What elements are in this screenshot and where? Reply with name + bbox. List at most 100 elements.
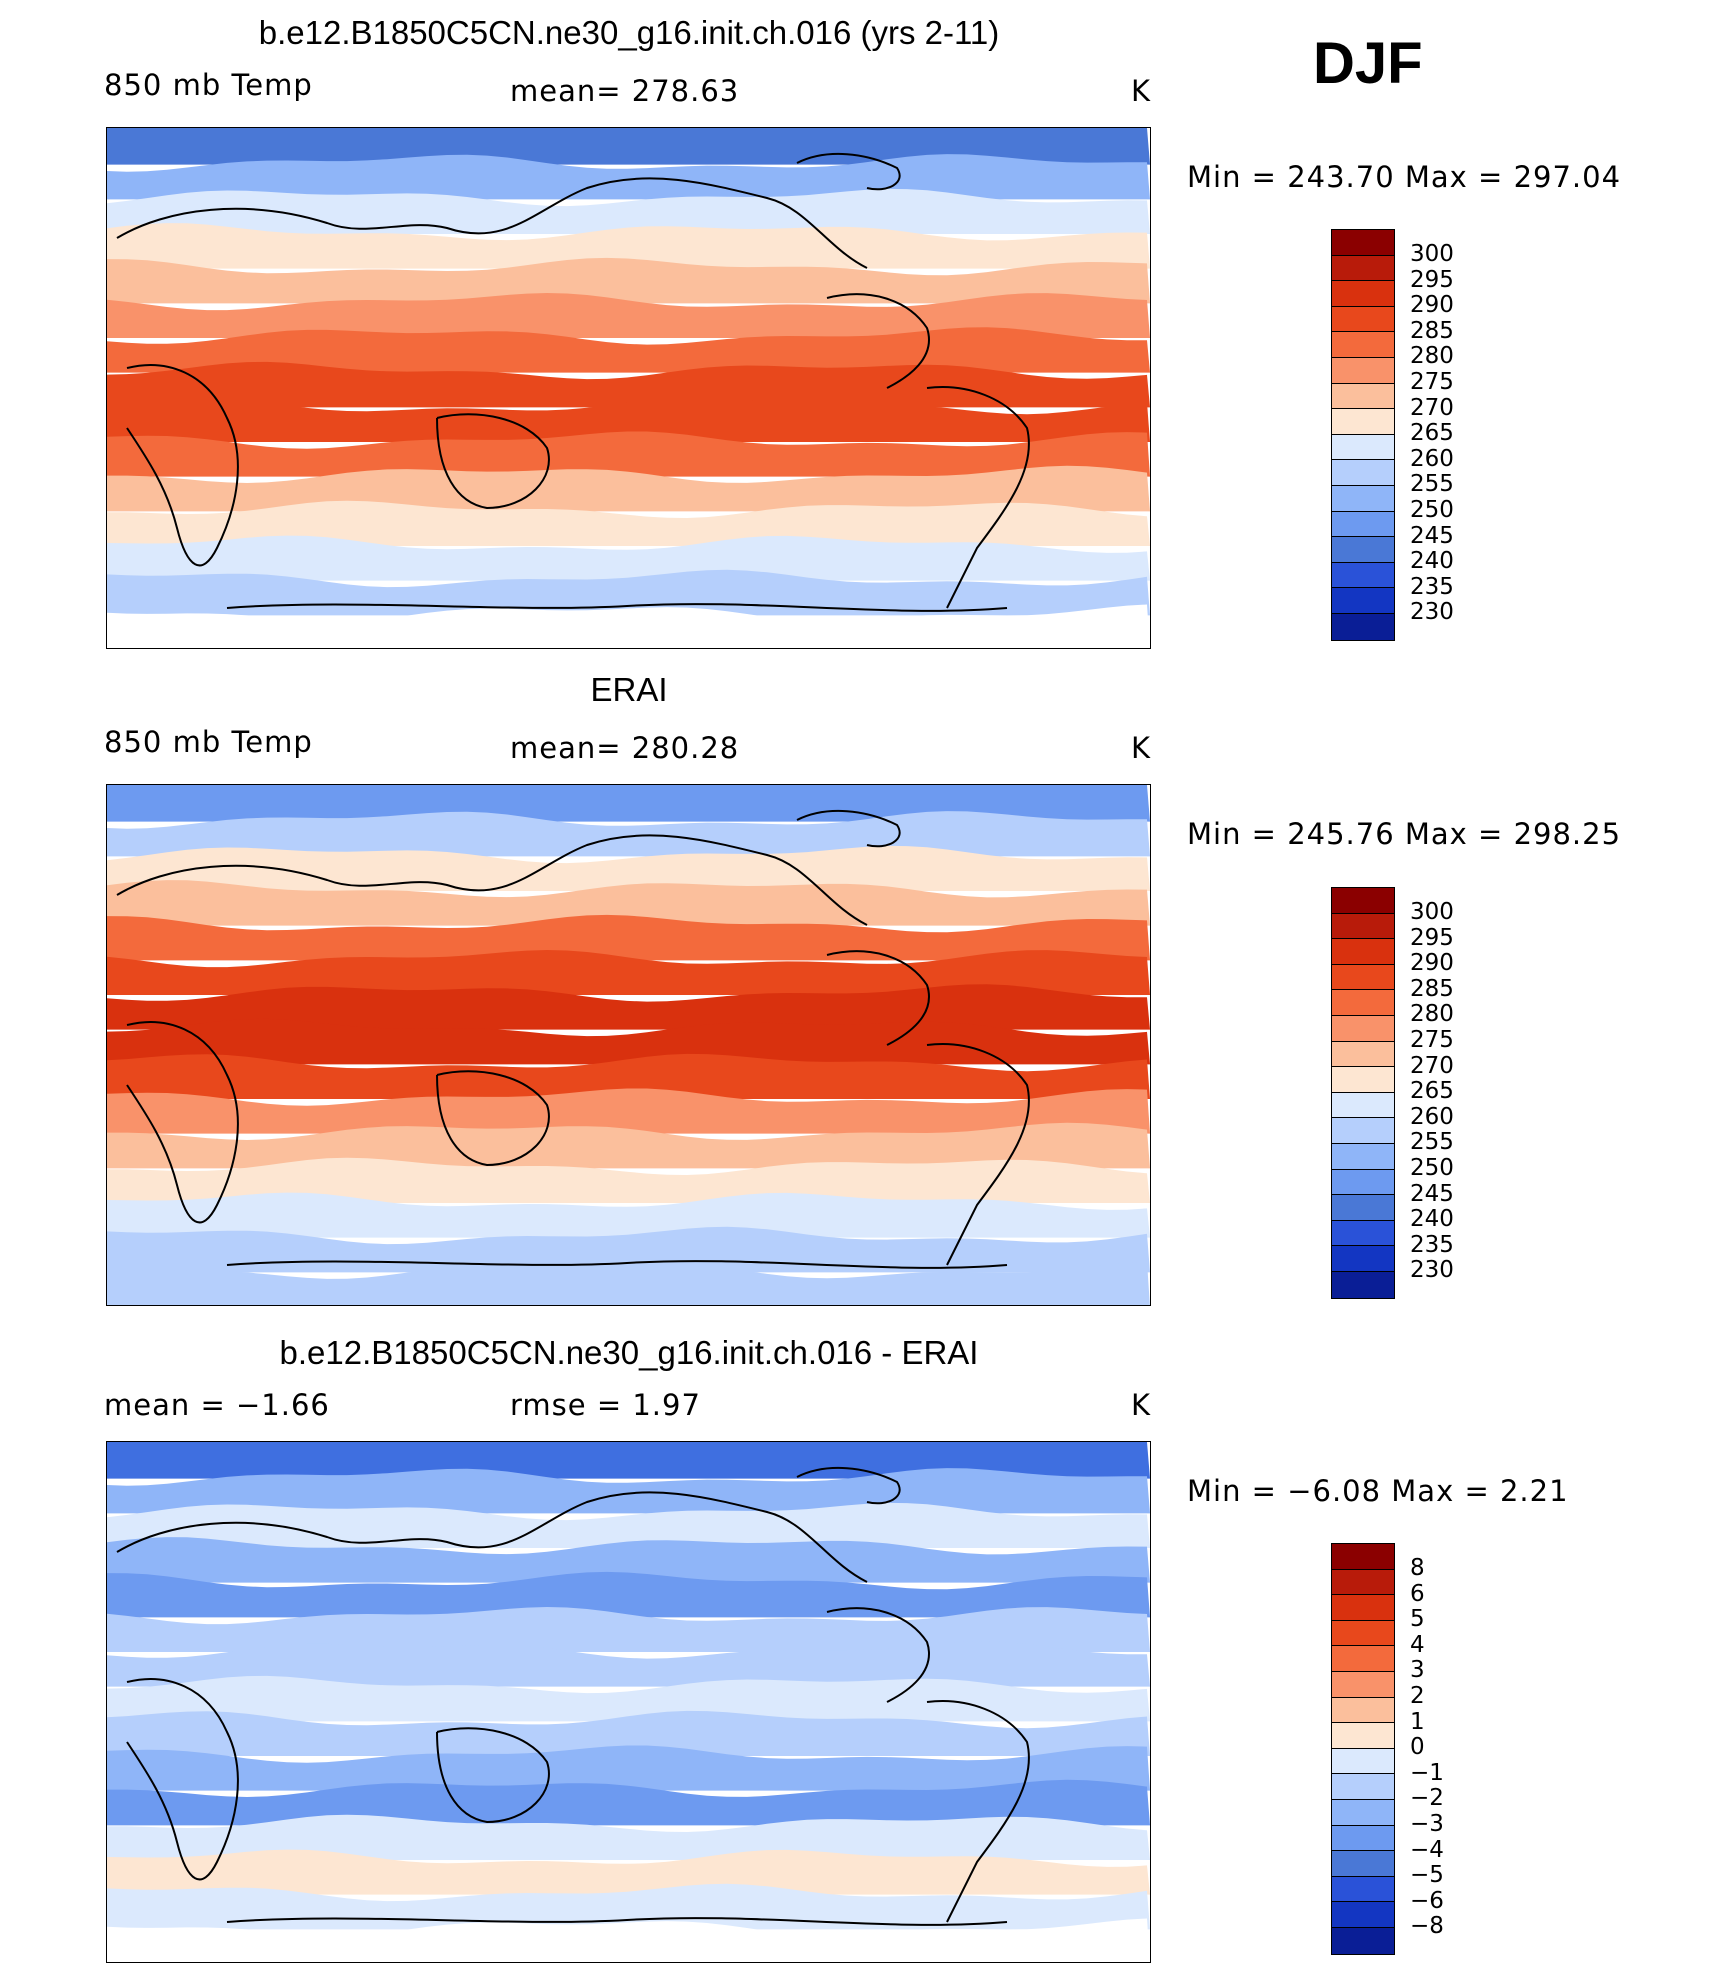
colorbar-swatch bbox=[1332, 939, 1394, 965]
coastline bbox=[826, 293, 930, 389]
contour-band bbox=[107, 361, 1150, 408]
colorbar-tick-label: −6 bbox=[1410, 1887, 1444, 1914]
coastline bbox=[796, 1467, 901, 1505]
colorbar-tick-label: −4 bbox=[1410, 1836, 1444, 1863]
contour-band bbox=[107, 1442, 1150, 1479]
colorbar-swatch bbox=[1332, 964, 1394, 991]
colorbar-tick-label: 285 bbox=[1410, 317, 1454, 344]
colorbar-tick-label: 8 bbox=[1410, 1555, 1425, 1581]
colorbar-swatch bbox=[1332, 1825, 1394, 1852]
colorbar-swatch bbox=[1332, 990, 1394, 1016]
coastline bbox=[226, 1917, 1008, 1926]
colorbar-tick-label: −2 bbox=[1410, 1785, 1444, 1812]
colorbar-swatch bbox=[1332, 255, 1394, 282]
coastline bbox=[436, 1727, 550, 1824]
colorbar-swatch bbox=[1332, 1195, 1394, 1221]
colorbar-swatch bbox=[1332, 1799, 1394, 1826]
colorbar-tick-label: 255 bbox=[1410, 471, 1454, 498]
colorbar-swatch bbox=[1332, 1544, 1394, 1570]
colorbar-tick-label: 245 bbox=[1410, 1180, 1454, 1207]
colorbar-tick-label: 280 bbox=[1410, 343, 1454, 370]
contour-band bbox=[107, 327, 1150, 373]
panel-1-minmax: Min = 243.70 Max = 297.04 bbox=[1187, 160, 1622, 194]
colorbar-tick-label: −3 bbox=[1410, 1811, 1444, 1837]
coastline bbox=[926, 1700, 1030, 1923]
colorbar-swatch bbox=[1332, 613, 1394, 640]
colorbar-swatch bbox=[1332, 1927, 1394, 1954]
panel-2-units: K bbox=[1131, 731, 1152, 765]
contour-band bbox=[107, 1122, 1150, 1169]
colorbar-tick-label: 6 bbox=[1410, 1580, 1425, 1607]
colorbar-swatch bbox=[1332, 1041, 1394, 1068]
colorbar-tick-label: −5 bbox=[1410, 1862, 1444, 1889]
coastline bbox=[126, 1021, 239, 1224]
colorbar-tick-label: 295 bbox=[1410, 924, 1454, 951]
colorbar-swatch bbox=[1332, 562, 1394, 589]
contour-band bbox=[107, 1814, 1150, 1860]
panel-2-variable-label: 850 mb Temp bbox=[104, 725, 313, 759]
contour-band bbox=[107, 1261, 1150, 1305]
contour-band bbox=[107, 1157, 1150, 1203]
colorbar-tick-label: 275 bbox=[1410, 369, 1454, 395]
season-label: DJF bbox=[1313, 31, 1423, 96]
panel-3-title: b.e12.B1850C5CN.ne30_g16.init.ch.016 - E… bbox=[279, 1334, 979, 1371]
contour-band bbox=[107, 1571, 1150, 1618]
coastline bbox=[226, 1260, 1008, 1269]
panel-2-mean-label: mean= 280.28 bbox=[510, 731, 740, 765]
contour-band bbox=[107, 1018, 1150, 1065]
contour-band bbox=[107, 1849, 1150, 1895]
coastline bbox=[116, 834, 868, 926]
contour-band bbox=[107, 1537, 1150, 1583]
colorbar-swatch bbox=[1332, 230, 1394, 256]
colorbar-tick-label: 260 bbox=[1410, 445, 1454, 472]
colorbar-swatch bbox=[1332, 1067, 1394, 1093]
colorbar-swatch bbox=[1332, 888, 1394, 914]
colorbar-swatch bbox=[1332, 383, 1394, 410]
colorbar-tick-label: 4 bbox=[1410, 1631, 1425, 1658]
contour-band bbox=[107, 1710, 1150, 1756]
coastline bbox=[436, 1070, 550, 1167]
colorbar-tick-label: 2 bbox=[1410, 1683, 1425, 1709]
contour-band bbox=[107, 535, 1150, 581]
coastline bbox=[826, 950, 930, 1046]
contour-band bbox=[107, 257, 1150, 304]
colorbar-swatch bbox=[1332, 460, 1394, 486]
colorbar-swatch bbox=[1332, 913, 1394, 940]
panel-3-mean-label: mean = −1.66 bbox=[104, 1388, 330, 1422]
contour-band bbox=[107, 293, 1150, 338]
colorbar-1 bbox=[1331, 229, 1395, 641]
coastline bbox=[436, 413, 550, 510]
colorbar-tick-label: 285 bbox=[1410, 975, 1454, 1002]
colorbar-tick-label: 240 bbox=[1410, 1206, 1454, 1233]
colorbar-swatch bbox=[1332, 281, 1394, 307]
contour-band bbox=[107, 1502, 1150, 1548]
colorbar-tick-label: 290 bbox=[1410, 292, 1454, 319]
panel-1-mean-label: mean= 278.63 bbox=[510, 74, 740, 108]
colorbar-tick-label: 0 bbox=[1410, 1734, 1425, 1761]
contour-band bbox=[107, 1779, 1150, 1826]
colorbar-tick-label: 290 bbox=[1410, 950, 1454, 977]
coastline bbox=[116, 1491, 868, 1583]
colorbar-swatch bbox=[1332, 511, 1394, 538]
colorbar-swatch bbox=[1332, 1143, 1394, 1170]
contour-band bbox=[107, 984, 1150, 1030]
colorbar-swatch bbox=[1332, 1671, 1394, 1698]
colorbar-swatch bbox=[1332, 1569, 1394, 1596]
contour-band bbox=[107, 880, 1150, 926]
panel-3-rmse-label: rmse = 1.97 bbox=[510, 1388, 701, 1422]
colorbar-tick-label: 245 bbox=[1410, 522, 1454, 549]
contour-band bbox=[107, 1918, 1150, 1962]
colorbar-swatch bbox=[1332, 332, 1394, 358]
colorbar-3 bbox=[1331, 1543, 1395, 1955]
colorbar-swatch bbox=[1332, 1876, 1394, 1903]
colorbar-swatch bbox=[1332, 1118, 1394, 1144]
coastline bbox=[126, 364, 239, 567]
contour-band bbox=[107, 223, 1150, 269]
contour-band bbox=[107, 914, 1150, 961]
colorbar-swatch bbox=[1332, 1697, 1394, 1724]
colorbar-tick-label: 300 bbox=[1410, 241, 1454, 267]
colorbar-tick-label: 275 bbox=[1410, 1027, 1454, 1053]
colorbar-tick-label: 5 bbox=[1410, 1606, 1425, 1633]
colorbar-tick-label: 1 bbox=[1410, 1708, 1425, 1735]
colorbar-swatch bbox=[1332, 1620, 1394, 1647]
